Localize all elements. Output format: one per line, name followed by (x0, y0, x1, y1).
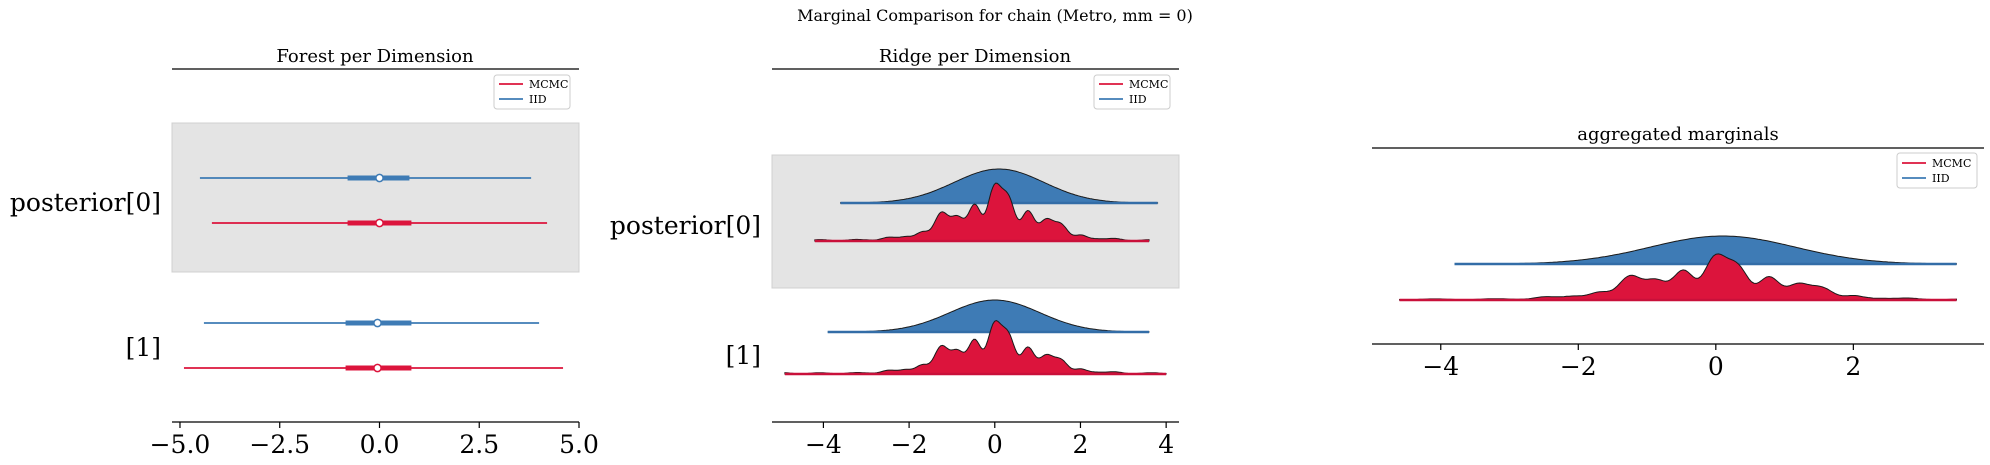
ridge-legend-mcmc-label: MCMC (1129, 78, 1168, 91)
density-ridge-iid (827, 299, 1150, 333)
forest-median-point-mcmc (375, 218, 384, 228)
ridge-legend-iid-label: IID (1129, 93, 1147, 106)
x-tick-label: 5.0 (559, 430, 599, 459)
forest-legend-mcmc-label: MCMC (529, 78, 568, 91)
ridge-x-ticks: −4 −2 0 2 4 (805, 422, 1174, 459)
x-tick-label: −2 (1560, 352, 1597, 381)
figure-suptitle: Marginal Comparison for chain (Metro, mm… (797, 6, 1193, 25)
forest-title: Forest per Dimension (276, 46, 474, 67)
x-tick-label: 0 (1708, 352, 1724, 381)
forest-median-point-iid (375, 173, 384, 183)
x-tick-label: −5.0 (150, 430, 211, 459)
forest-marks (183, 173, 564, 373)
x-tick-label: 4 (1158, 430, 1174, 459)
aggregated-x-ticks: −4 −2 0 2 (1422, 344, 1861, 381)
forest-legend-iid-label: IID (529, 93, 547, 106)
aggregated-legend-mcmc-label: MCMC (1932, 157, 1971, 170)
x-tick-label: −4 (805, 430, 842, 459)
aggregated-panel: aggregated marginals MCMC IID −4 −2 0 2 (1372, 124, 1984, 381)
x-tick-label: 2 (1845, 352, 1861, 381)
forest-legend: MCMC IID (493, 74, 571, 110)
ridge-row-label-0: posterior[0] (610, 211, 761, 240)
density-ridge-iid (1454, 235, 1957, 265)
ridge-panel: Ridge per Dimension posterior[0] [1] MCM… (610, 46, 1180, 459)
forest-x-ticks: −5.0 −2.5 0.0 2.5 5.0 (150, 422, 599, 459)
ridge-legend: MCMC IID (1093, 74, 1171, 110)
aggregated-title: aggregated marginals (1577, 124, 1778, 145)
ridge-marks (784, 168, 1167, 376)
forest-row-label-1: [1] (126, 333, 161, 362)
x-tick-label: 0 (987, 430, 1003, 459)
x-tick-label: 2.5 (459, 430, 499, 459)
x-tick-label: 0.0 (360, 430, 400, 459)
x-tick-label: −2.5 (249, 430, 310, 459)
x-tick-label: −2 (891, 430, 928, 459)
forest-row-band (171, 122, 580, 273)
aggregated-marks (1399, 235, 1957, 302)
ridge-title: Ridge per Dimension (879, 46, 1072, 67)
forest-row-label-0: posterior[0] (10, 188, 161, 217)
forest-median-point-iid (373, 318, 382, 328)
x-tick-label: −4 (1422, 352, 1459, 381)
forest-panel: Forest per Dimension posterior[0] [1] MC… (10, 46, 599, 459)
forest-median-point-mcmc (373, 363, 382, 373)
aggregated-legend-iid-label: IID (1932, 172, 1950, 185)
aggregated-legend-box (1896, 152, 1978, 189)
ridge-row-label-1: [1] (726, 341, 761, 370)
aggregated-legend: MCMC IID (1896, 152, 1978, 189)
x-tick-label: 2 (1073, 430, 1089, 459)
density-ridge-mcmc (1399, 253, 1957, 301)
